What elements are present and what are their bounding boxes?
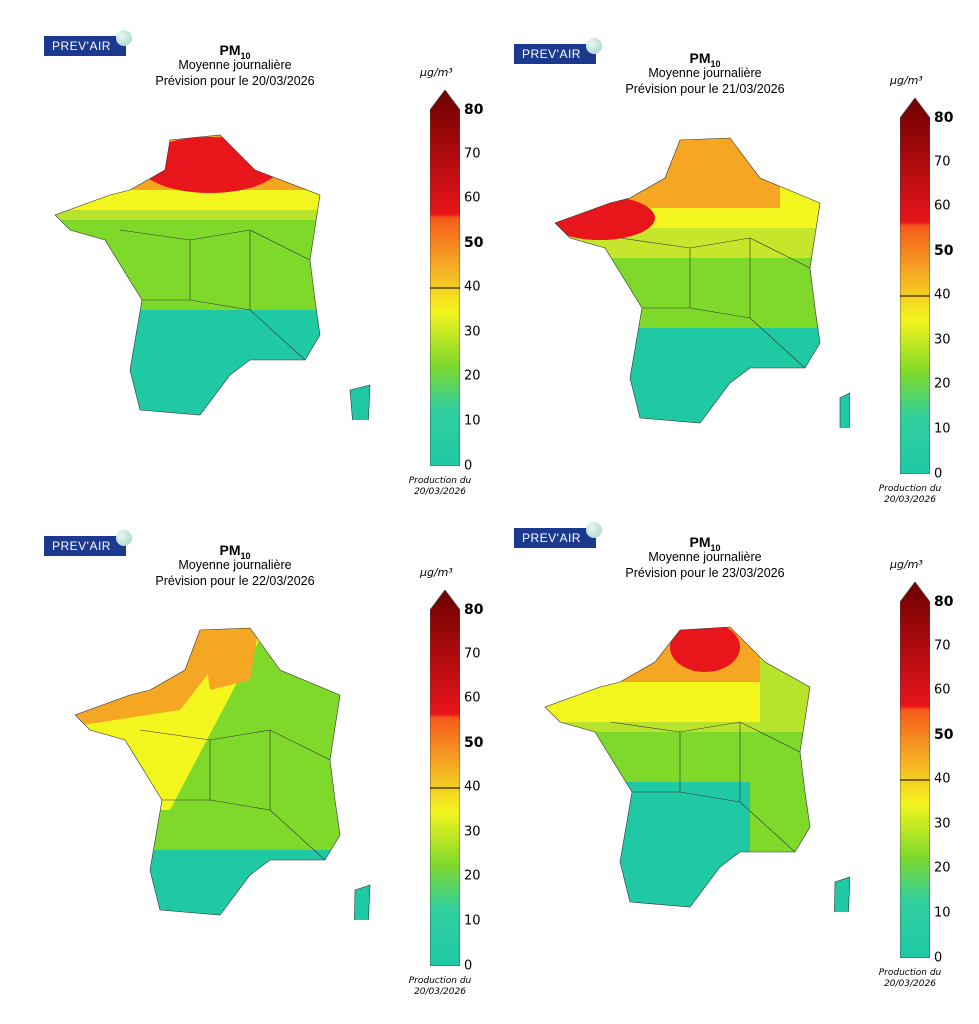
- prevair-logo: PREV'AIR: [44, 30, 132, 56]
- tick-30: 30: [934, 332, 951, 348]
- colorbar: [900, 98, 930, 474]
- tick-20: 20: [934, 860, 951, 876]
- tick-80: 80: [464, 602, 484, 618]
- tick-30: 30: [934, 816, 951, 832]
- colorbar: [430, 90, 460, 466]
- tick-40: 40: [934, 287, 951, 303]
- forecast-date: Prévision pour le 21/03/2026: [625, 82, 785, 96]
- tick-20: 20: [934, 376, 951, 392]
- prevair-logo: PREV'AIR: [514, 522, 602, 548]
- tick-70: 70: [934, 638, 951, 654]
- logo-globe-icon: [586, 38, 602, 54]
- map-panel-21-03: PREV'AIR PM10 Moyenne journalière Prévis…: [470, 8, 954, 508]
- tick-10: 10: [934, 421, 951, 437]
- logo-globe-icon: [116, 30, 132, 46]
- pollutant-title: PM10: [689, 50, 721, 69]
- colorbar: [900, 582, 930, 958]
- france-map: [54, 134, 371, 420]
- tick-0: 0: [464, 958, 473, 974]
- map-panel-22-03: PREV'AIR PM10 Moyenne journalière Prévis…: [0, 500, 484, 1000]
- france-map: [74, 627, 371, 920]
- colorbar: [430, 590, 460, 966]
- tick-80: 80: [934, 594, 954, 610]
- forecast-date: Prévision pour le 20/03/2026: [155, 74, 315, 88]
- production-note: Production du 20/03/2026: [408, 976, 472, 997]
- tick-50: 50: [464, 235, 484, 251]
- unit-label: µg/m³: [890, 558, 923, 571]
- unit-label: µg/m³: [420, 566, 453, 579]
- tick-50: 50: [934, 727, 954, 743]
- map-subtitle: Moyenne journalière: [648, 66, 762, 80]
- tick-50: 50: [934, 243, 954, 259]
- pollutant-title: PM10: [689, 534, 721, 553]
- pollutant-title: PM10: [219, 42, 251, 61]
- tick-70: 70: [464, 646, 481, 662]
- tick-60: 60: [934, 682, 951, 698]
- forecast-date: Prévision pour le 23/03/2026: [625, 566, 785, 580]
- pollutant-title: PM10: [219, 542, 251, 561]
- tick-10: 10: [934, 905, 951, 921]
- map-subtitle: Moyenne journalière: [178, 58, 292, 72]
- france-map: [544, 626, 850, 912]
- tick-30: 30: [464, 824, 481, 840]
- tick-0: 0: [464, 458, 473, 474]
- tick-70: 70: [934, 154, 951, 170]
- tick-30: 30: [464, 324, 481, 340]
- prevair-logo: PREV'AIR: [514, 38, 602, 64]
- tick-80: 80: [464, 102, 484, 118]
- logo-globe-icon: [116, 530, 132, 546]
- tick-0: 0: [934, 950, 943, 966]
- tick-80: 80: [934, 110, 954, 126]
- map-panel-23-03: PREV'AIR PM10 Moyenne journalière Prévis…: [470, 492, 954, 992]
- tick-10: 10: [464, 413, 481, 429]
- production-note: Production du 20/03/2026: [878, 968, 942, 989]
- logo-globe-icon: [586, 522, 602, 538]
- tick-0: 0: [934, 466, 943, 482]
- tick-20: 20: [464, 868, 481, 884]
- unit-label: µg/m³: [420, 66, 453, 79]
- tick-50: 50: [464, 735, 484, 751]
- map-subtitle: Moyenne journalière: [178, 558, 292, 572]
- tick-60: 60: [934, 198, 951, 214]
- tick-70: 70: [464, 146, 481, 162]
- unit-label: µg/m³: [890, 74, 923, 87]
- tick-40: 40: [464, 279, 481, 295]
- tick-60: 60: [464, 190, 481, 206]
- tick-10: 10: [464, 913, 481, 929]
- france-map: [554, 137, 850, 428]
- tick-40: 40: [934, 771, 951, 787]
- tick-60: 60: [464, 690, 481, 706]
- map-subtitle: Moyenne journalière: [648, 550, 762, 564]
- production-note: Production du 20/03/2026: [878, 484, 942, 505]
- forecast-date: Prévision pour le 22/03/2026: [155, 574, 315, 588]
- tick-40: 40: [464, 779, 481, 795]
- map-panel-20-03: PREV'AIR PM10 Moyenne journalière Prévis…: [0, 0, 484, 500]
- production-note: Production du 20/03/2026: [408, 476, 472, 497]
- prevair-logo: PREV'AIR: [44, 530, 132, 556]
- tick-20: 20: [464, 368, 481, 384]
